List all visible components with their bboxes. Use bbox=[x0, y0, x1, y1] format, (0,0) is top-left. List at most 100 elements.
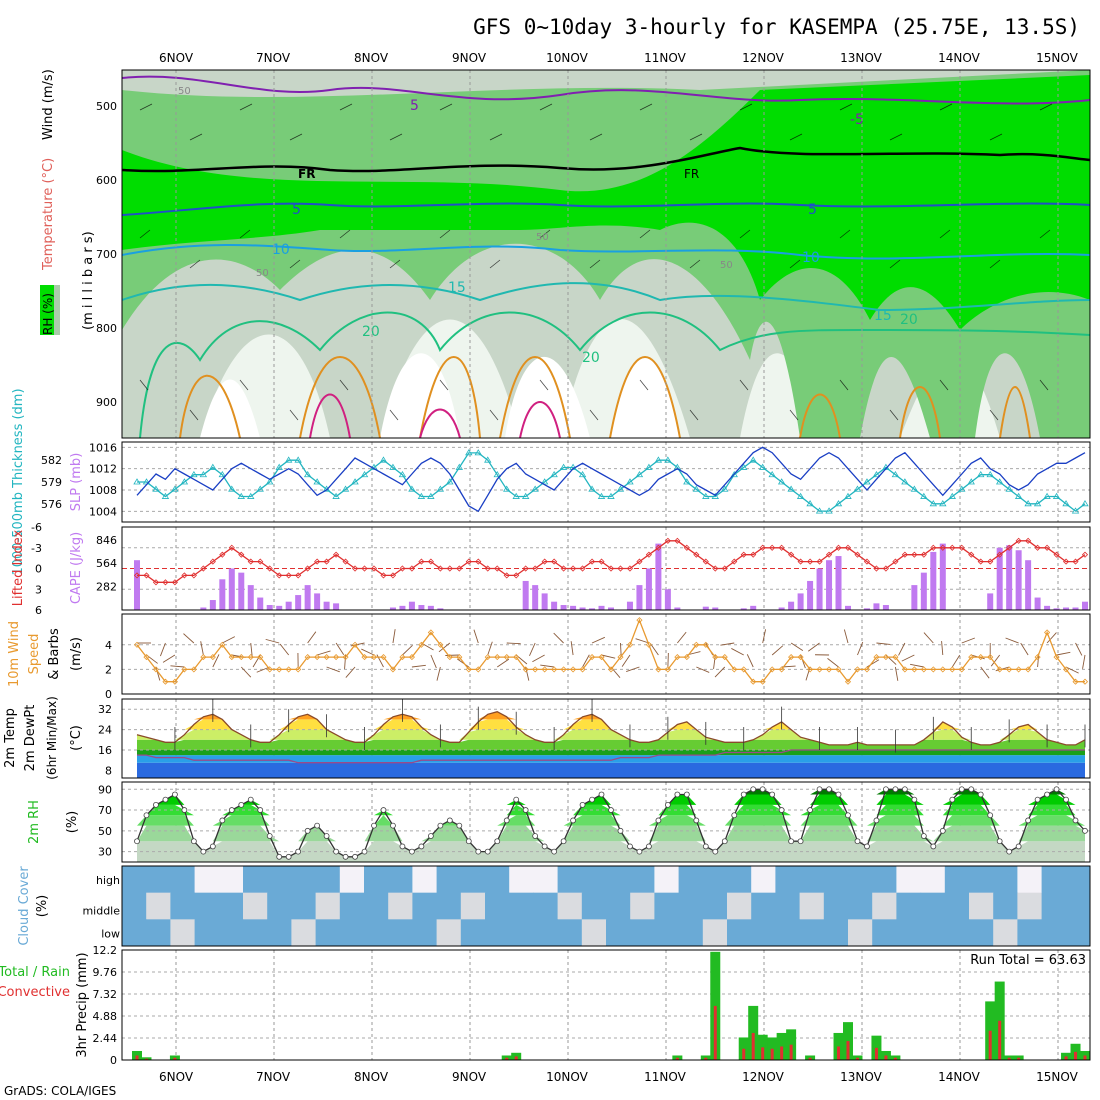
cloud-cell bbox=[533, 892, 559, 920]
cape-bar bbox=[228, 568, 235, 610]
precip-bar bbox=[776, 1032, 787, 1060]
lifted-index-point bbox=[370, 565, 378, 572]
cape-bar bbox=[399, 605, 406, 610]
lifted-index-point bbox=[209, 558, 216, 565]
cape-bar bbox=[304, 585, 311, 610]
precip-bar bbox=[833, 1032, 844, 1060]
lifted-index-point bbox=[465, 558, 472, 565]
cape-bar bbox=[636, 585, 643, 610]
convective-bar bbox=[770, 1048, 774, 1060]
thickness-point bbox=[313, 478, 321, 485]
cape-bar bbox=[1025, 560, 1032, 610]
wind-speed-point bbox=[370, 654, 378, 661]
wind-speed-point bbox=[607, 666, 615, 673]
wind-barb bbox=[506, 642, 521, 645]
cape-bar bbox=[1015, 550, 1022, 610]
rh2m-point bbox=[465, 838, 472, 845]
thickness-point bbox=[749, 456, 757, 463]
wind-barb bbox=[980, 666, 990, 679]
millibars-label: (m i l l i b a r s) bbox=[81, 231, 96, 330]
wind-speed-point bbox=[209, 654, 216, 661]
wind-barb bbox=[540, 664, 555, 668]
wind-barb bbox=[951, 654, 961, 668]
rh-axis-label: 2m RH bbox=[27, 800, 42, 844]
wind-barb bbox=[240, 666, 252, 678]
rh2m-point bbox=[939, 827, 946, 834]
wind-barb bbox=[361, 648, 375, 656]
rh2m-point bbox=[143, 812, 150, 819]
wind-barb bbox=[1005, 637, 1019, 644]
rh2m-point bbox=[1015, 843, 1022, 850]
thickness-axis-label: 1000-500mb Thickness (dm) bbox=[11, 388, 26, 575]
chart-footer: GrADS: COLA/IGES bbox=[4, 1084, 116, 1098]
cloud-cell bbox=[872, 919, 897, 947]
wind-speed-point bbox=[664, 666, 671, 673]
wind-barb bbox=[345, 666, 356, 678]
rh2m-point bbox=[503, 817, 510, 824]
contour-label: 50 bbox=[178, 86, 191, 97]
rh2m-point bbox=[153, 801, 159, 808]
rh2m-point bbox=[968, 786, 975, 793]
wind-speed-point bbox=[882, 654, 889, 661]
rh2m-point bbox=[522, 807, 529, 813]
wind-barb bbox=[894, 666, 899, 681]
cloud-level-label: high bbox=[96, 874, 120, 887]
temp-tick-label: 32 bbox=[98, 703, 112, 716]
wind-speed-point bbox=[219, 641, 226, 648]
rh2m-point bbox=[589, 796, 595, 803]
wind-speed-point bbox=[551, 666, 558, 673]
cloud-cell bbox=[606, 866, 631, 894]
lifted-index-point bbox=[617, 565, 624, 572]
cloud-cell bbox=[146, 919, 171, 947]
thickness-point bbox=[692, 485, 701, 492]
thickness-point bbox=[683, 478, 691, 485]
wind-barb bbox=[923, 632, 934, 644]
thickness-point bbox=[834, 500, 843, 507]
wind-barb bbox=[1065, 666, 1079, 674]
cloud-cell bbox=[727, 919, 752, 947]
lifted-index-point bbox=[740, 551, 747, 558]
temperature-label: Temperature (°C) bbox=[41, 158, 56, 271]
wind-barb bbox=[1056, 651, 1071, 656]
cape-bar bbox=[333, 603, 340, 610]
wind-speed-point bbox=[456, 654, 463, 661]
cloud-cell bbox=[775, 919, 801, 947]
thickness-point bbox=[920, 492, 928, 499]
lifted-index-point bbox=[579, 565, 586, 572]
rh2m-point bbox=[816, 786, 823, 793]
wind-speed-point bbox=[626, 641, 634, 648]
lifted-index-point bbox=[200, 565, 207, 572]
panel-frame bbox=[121, 949, 1091, 1061]
cape-bar bbox=[437, 608, 444, 610]
rh2m-point bbox=[1053, 786, 1060, 793]
cloud-cell bbox=[291, 919, 317, 947]
thickness-point bbox=[512, 492, 520, 499]
cape-tick-label: 282 bbox=[96, 581, 117, 594]
cloud-cell bbox=[1041, 866, 1067, 894]
convective-bar bbox=[713, 1005, 717, 1060]
panel-frames bbox=[121, 69, 1091, 1061]
lifted-index-point bbox=[152, 579, 160, 586]
wind-speed-point bbox=[162, 678, 169, 685]
rh2m-point bbox=[484, 848, 491, 855]
cloud-cell bbox=[751, 892, 776, 920]
wind-speed-point bbox=[901, 666, 908, 673]
cloud-cell bbox=[243, 892, 268, 920]
contour-label: -5 bbox=[850, 112, 864, 128]
wind-barb bbox=[162, 654, 176, 663]
wind-speed-point bbox=[702, 641, 709, 648]
wind-barb bbox=[532, 654, 545, 663]
y-tick-label: 600 bbox=[96, 174, 117, 187]
cloud-cell bbox=[146, 892, 171, 920]
cape-bar bbox=[323, 601, 330, 610]
temp-axis-label-3: (6hr Min/Max) bbox=[45, 696, 59, 780]
rh2m-point bbox=[778, 807, 785, 813]
lifted-index-point bbox=[930, 544, 937, 551]
rh2m-point bbox=[579, 801, 586, 808]
thickness-point bbox=[958, 485, 966, 492]
wind-speed-point bbox=[740, 666, 747, 673]
top-date-label: 13NOV bbox=[840, 51, 882, 65]
rh2m-point bbox=[409, 848, 415, 855]
cloud-cell bbox=[412, 919, 438, 947]
cloud-cell bbox=[339, 866, 365, 894]
